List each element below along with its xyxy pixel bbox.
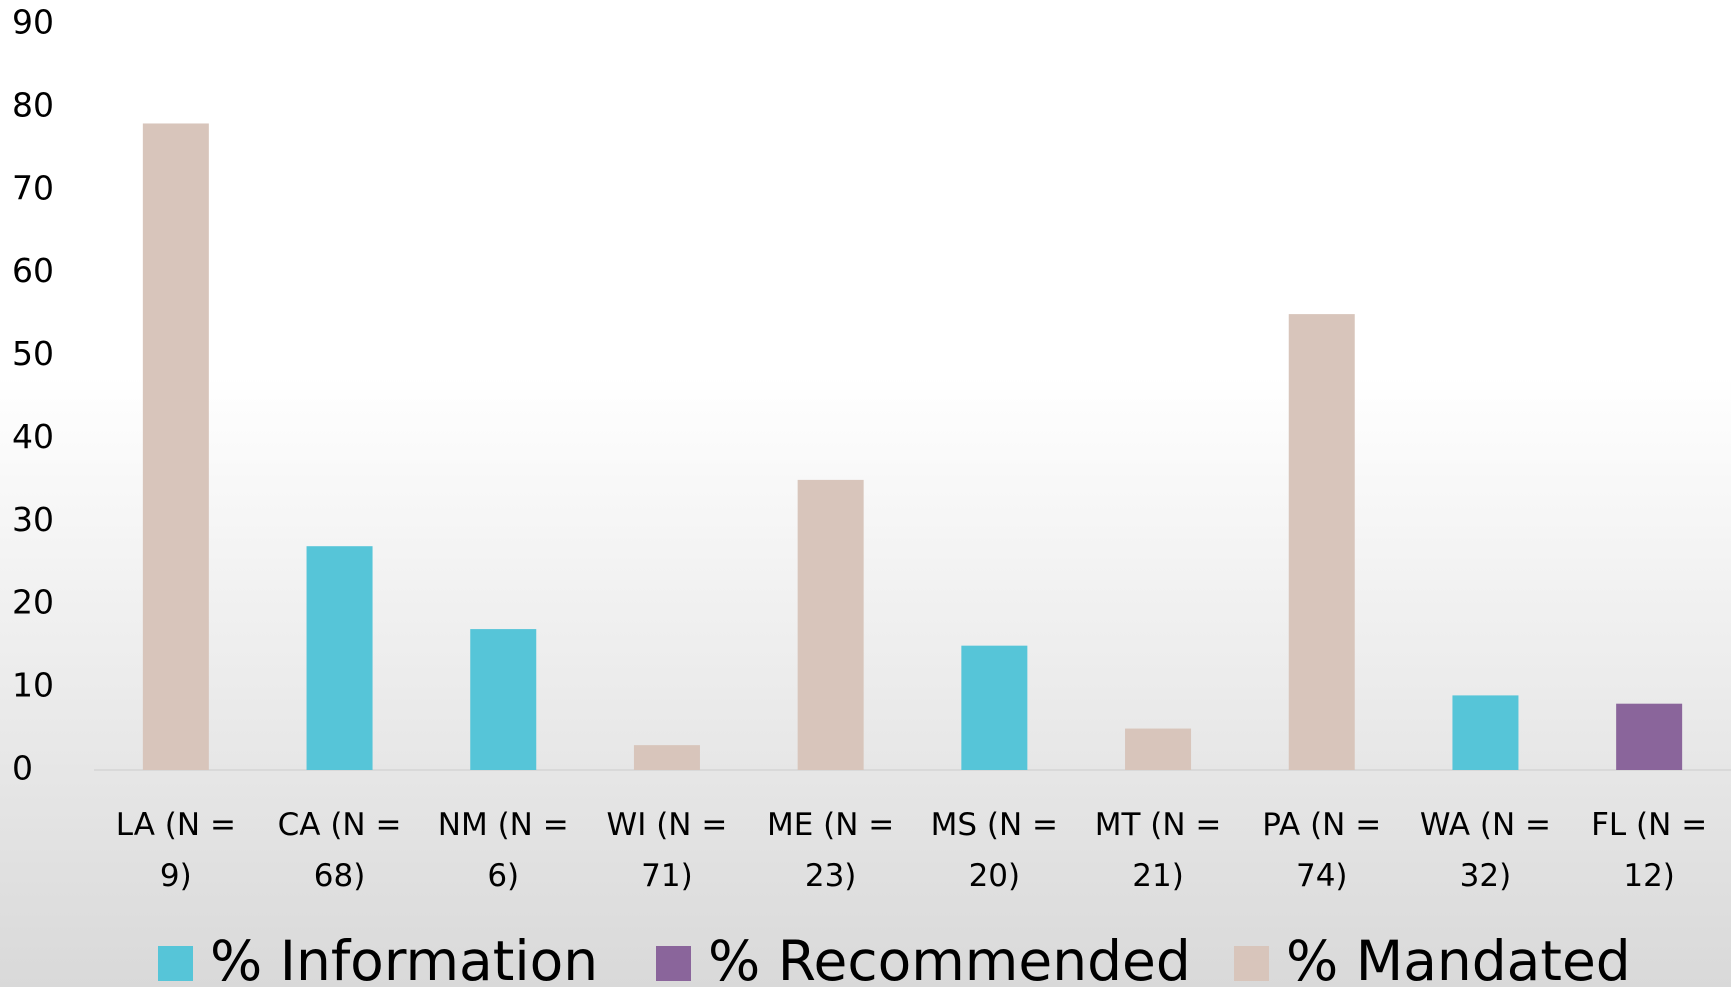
bar xyxy=(961,645,1028,770)
y-tick-label: 0 xyxy=(12,749,33,788)
x-tick-label: NM (N = 6) xyxy=(437,807,569,894)
x-tick-label: FL (N = 12) xyxy=(1591,807,1708,894)
x-tick-label: MT (N = 21) xyxy=(1094,807,1222,894)
x-tick-label: LA (N = 9) xyxy=(115,807,236,894)
y-tick-label: 90 xyxy=(12,3,54,42)
bar xyxy=(306,546,373,770)
legend-swatch xyxy=(158,946,193,981)
x-tick-label: WI (N = 71) xyxy=(606,807,728,894)
x-tick-label: ME (N = 23) xyxy=(766,807,895,894)
y-tick-label: 20 xyxy=(12,583,54,622)
legend-label: % Mandated xyxy=(1286,929,1631,987)
bar xyxy=(1125,728,1192,770)
bar xyxy=(1452,695,1519,770)
x-tick-label: WA (N = 32) xyxy=(1419,807,1551,894)
y-tick-label: 40 xyxy=(12,417,54,456)
legend-swatch xyxy=(656,946,691,981)
x-tick-label: MS (N = 20) xyxy=(930,807,1059,894)
y-tick-label: 10 xyxy=(12,666,54,705)
y-tick-label: 60 xyxy=(12,251,54,290)
bar xyxy=(1616,703,1683,770)
bar xyxy=(797,479,864,770)
legend-swatch xyxy=(1234,946,1269,981)
legend-label: % Information xyxy=(210,929,598,987)
bar xyxy=(1288,314,1355,770)
legend-label: % Recommended xyxy=(708,929,1191,987)
x-tick-label: PA (N = 74) xyxy=(1262,807,1382,894)
y-tick-label: 50 xyxy=(12,334,54,373)
y-tick-label: 30 xyxy=(12,500,54,539)
y-tick-label: 70 xyxy=(12,168,54,207)
y-tick-label: 80 xyxy=(12,85,54,124)
x-tick-label: CA (N = 68) xyxy=(277,807,402,894)
bar xyxy=(633,745,700,770)
bar xyxy=(142,123,209,770)
bar xyxy=(470,629,537,770)
